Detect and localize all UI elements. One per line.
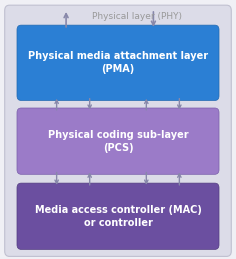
- FancyBboxPatch shape: [17, 108, 219, 174]
- FancyBboxPatch shape: [5, 5, 231, 256]
- Text: Physical media attachment layer
(PMA): Physical media attachment layer (PMA): [28, 51, 208, 74]
- FancyBboxPatch shape: [17, 183, 219, 249]
- FancyBboxPatch shape: [17, 25, 219, 100]
- Text: Physical layer (PHY): Physical layer (PHY): [92, 12, 182, 21]
- Text: Physical coding sub-layer
(PCS): Physical coding sub-layer (PCS): [48, 130, 188, 153]
- Text: Media access controller (MAC)
or controller: Media access controller (MAC) or control…: [34, 205, 202, 228]
